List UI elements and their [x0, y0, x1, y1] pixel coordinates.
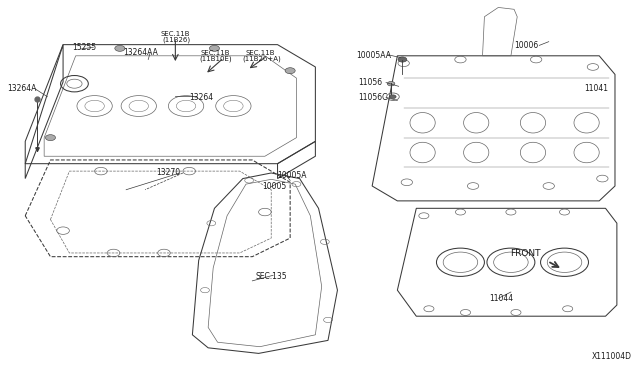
Text: 11056: 11056 [358, 78, 382, 87]
Text: 13264A: 13264A [8, 84, 37, 93]
Text: (11B26): (11B26) [163, 36, 191, 43]
Text: 10006: 10006 [514, 41, 538, 50]
Text: SEC.11B: SEC.11B [246, 50, 275, 56]
Text: FRONT: FRONT [509, 249, 540, 258]
Text: SEC.11B: SEC.11B [161, 31, 190, 37]
Text: 11056C: 11056C [358, 93, 388, 102]
Text: 15255: 15255 [72, 43, 97, 52]
Text: 13264AA: 13264AA [123, 48, 158, 57]
Circle shape [209, 45, 220, 51]
Text: 11041: 11041 [584, 84, 608, 93]
Text: X111004D: X111004D [591, 352, 632, 361]
Circle shape [45, 135, 56, 141]
Text: 13264: 13264 [189, 93, 213, 102]
Text: 10005A: 10005A [278, 171, 307, 180]
Circle shape [285, 68, 295, 74]
Text: (11B10E): (11B10E) [199, 55, 232, 62]
Text: 10005: 10005 [262, 182, 286, 191]
Circle shape [387, 81, 395, 86]
Text: 11044: 11044 [489, 294, 513, 303]
Text: SEC.11B: SEC.11B [200, 50, 230, 56]
Text: SEC.135: SEC.135 [255, 272, 287, 280]
Circle shape [390, 95, 396, 99]
Text: 13270: 13270 [156, 169, 180, 177]
Text: 10005AA: 10005AA [356, 51, 392, 60]
Circle shape [398, 57, 407, 62]
Text: (11B26+A): (11B26+A) [243, 55, 282, 62]
Circle shape [115, 45, 125, 51]
